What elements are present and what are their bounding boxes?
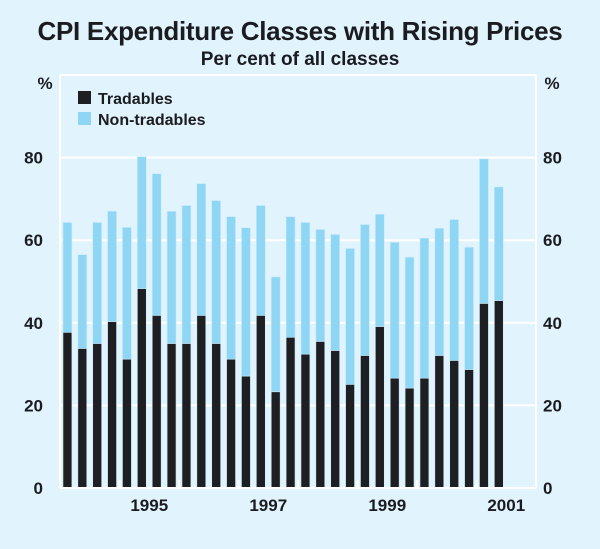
axes: % % 0 0 20 20 40 40 60 60 80 80 1995 1997 1999 2001 (24, 74, 562, 515)
bar-non-tradables-13 (241, 227, 251, 377)
y-tick-label-right: 80 (543, 149, 562, 168)
bar-non-tradables-15 (270, 276, 281, 393)
bar-tradables-8 (166, 343, 177, 489)
bar-tradables-5 (122, 358, 132, 489)
y-tick-label-left: 20 (24, 396, 43, 415)
plot-frame (59, 74, 537, 489)
bar-tradables-21 (360, 355, 370, 489)
y-tick-label-left: 80 (24, 149, 43, 168)
bar-non-tradables-14 (256, 205, 266, 316)
bar-non-tradables-8 (166, 210, 177, 344)
bar-non-tradables-4 (107, 210, 117, 322)
legend-label-tradables: Tradables (98, 91, 173, 108)
bar-tradables-23 (389, 377, 400, 489)
bar-non-tradables-21 (360, 224, 370, 356)
bar-non-tradables-3 (92, 222, 102, 344)
y-tick-label-right: 0 (543, 479, 552, 498)
bar-tradables-2 (77, 348, 88, 489)
y-tick-label-right: 20 (543, 396, 562, 415)
x-tick-label-1995: 1995 (130, 496, 168, 515)
bar-non-tradables-5 (122, 227, 132, 360)
bar-tradables-26 (434, 355, 445, 489)
bars (62, 156, 504, 489)
bar-non-tradables-25 (419, 237, 430, 379)
bar-tradables-14 (256, 315, 266, 489)
bar-non-tradables-29 (479, 158, 489, 304)
bar-non-tradables-10 (196, 183, 207, 316)
y-tick-label-left: 0 (34, 479, 43, 498)
bar-non-tradables-2 (77, 254, 88, 349)
bar-tradables-4 (107, 321, 117, 489)
y-axis-unit-left: % (37, 74, 52, 93)
bar-tradables-24 (404, 387, 415, 489)
bar-tradables-27 (449, 360, 459, 489)
legend-label-non-tradables: Non-tradables (98, 112, 206, 129)
bar-tradables-17 (300, 353, 311, 489)
bar-tradables-6 (137, 288, 147, 489)
y-tick-label-right: 40 (543, 314, 562, 333)
bar-non-tradables-6 (137, 156, 147, 289)
bar-non-tradables-28 (464, 246, 474, 370)
bar-tradables-11 (211, 343, 221, 489)
bar-non-tradables-1 (62, 222, 73, 333)
bar-tradables-15 (270, 391, 281, 489)
bar-non-tradables-20 (345, 248, 355, 385)
x-tick-label-1999: 1999 (368, 496, 406, 515)
bar-tradables-28 (464, 369, 474, 489)
bar-non-tradables-16 (285, 216, 296, 338)
bar-non-tradables-17 (300, 222, 311, 355)
bar-non-tradables-7 (151, 173, 162, 316)
bar-tradables-9 (181, 343, 192, 489)
y-axis-unit-right: % (544, 74, 559, 93)
bar-tradables-12 (226, 358, 236, 489)
bar-non-tradables-24 (404, 256, 415, 389)
bar-tradables-3 (92, 343, 102, 489)
bar-non-tradables-18 (315, 229, 326, 342)
legend-swatch-tradables (78, 91, 91, 104)
bar-tradables-25 (419, 377, 430, 489)
legend: Tradables Non-tradables (78, 91, 206, 129)
bar-tradables-1 (62, 331, 73, 489)
chart-subtitle: Per cent of all classes (200, 49, 400, 70)
bar-tradables-18 (315, 341, 326, 489)
chart-title: CPI Expenditure Classes with Rising Pric… (37, 16, 563, 46)
bar-non-tradables-23 (389, 241, 400, 379)
bar-non-tradables-9 (181, 205, 192, 344)
bar-tradables-13 (241, 375, 251, 489)
bar-non-tradables-11 (211, 200, 221, 344)
bar-tradables-16 (285, 336, 296, 489)
y-tick-label-left: 40 (24, 314, 43, 333)
bar-tradables-19 (330, 350, 340, 489)
bar-tradables-30 (494, 300, 504, 489)
bar-non-tradables-27 (449, 219, 459, 361)
bar-non-tradables-19 (330, 234, 340, 351)
bar-tradables-10 (196, 315, 207, 489)
x-tick-label-1997: 1997 (249, 496, 287, 515)
bar-tradables-29 (479, 303, 489, 489)
bar-tradables-7 (151, 315, 162, 489)
bar-non-tradables-12 (226, 216, 236, 360)
legend-swatch-non-tradables (78, 112, 91, 125)
y-tick-label-right: 60 (543, 231, 562, 250)
bar-non-tradables-30 (494, 186, 504, 301)
x-tick-label-2001: 2001 (487, 496, 525, 515)
y-tick-label-left: 60 (24, 231, 43, 250)
bar-tradables-22 (375, 326, 385, 489)
bar-tradables-20 (345, 384, 355, 489)
bar-non-tradables-26 (434, 227, 445, 356)
bar-non-tradables-22 (375, 213, 385, 327)
